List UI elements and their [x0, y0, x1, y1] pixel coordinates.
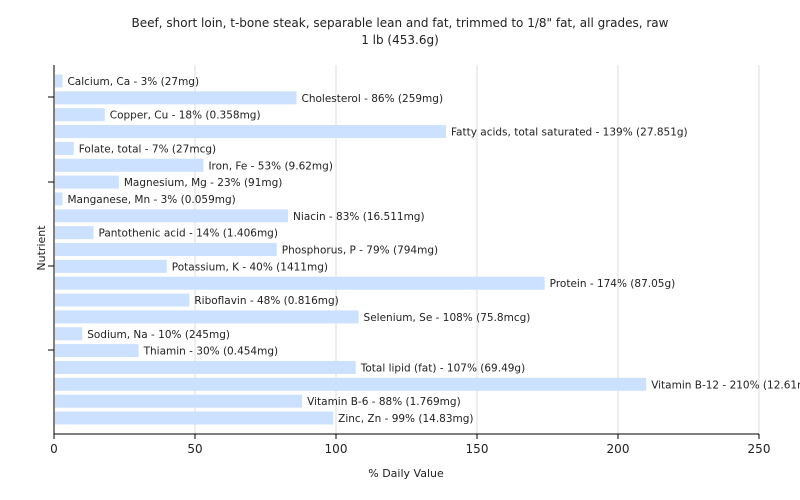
bar-label: Copper, Cu - 18% (0.358mg) — [110, 110, 261, 122]
x-tick-label: 50 — [187, 442, 202, 456]
x-axis-label: % Daily Value — [368, 467, 444, 480]
x-tick-label: 150 — [466, 442, 489, 456]
bar-label: Iron, Fe - 53% (9.62mg) — [208, 160, 332, 172]
bar — [55, 310, 359, 324]
bar — [55, 108, 105, 122]
chart-title: Beef, short loin, t-bone steak, separabl… — [132, 16, 669, 30]
bar — [55, 344, 139, 358]
bar — [55, 411, 334, 425]
bar-label: Pantothenic acid - 14% (1.406mg) — [98, 228, 277, 240]
bar-label: Fatty acids, total saturated - 139% (27.… — [451, 127, 688, 139]
chart-subtitle: 1 lb (453.6g) — [361, 33, 439, 47]
bar-label: Riboflavin - 48% (0.816mg) — [194, 295, 338, 307]
bar — [55, 360, 356, 374]
bar-label: Cholesterol - 86% (259mg) — [302, 93, 444, 105]
x-tick-label: 250 — [748, 442, 771, 456]
bar-label: Niacin - 83% (16.511mg) — [293, 211, 425, 223]
bar — [55, 226, 94, 240]
bar-label: Potassium, K - 40% (1411mg) — [172, 261, 328, 273]
bar — [55, 377, 647, 391]
x-tick-label: 200 — [607, 442, 630, 456]
bar — [55, 125, 446, 139]
bar-label: Zinc, Zn - 99% (14.83mg) — [338, 413, 473, 425]
axes-group: 0 50 100 150 200 250 — [48, 65, 770, 456]
bar — [55, 327, 83, 341]
bar — [55, 74, 63, 88]
bar — [55, 91, 297, 105]
bar — [55, 141, 74, 155]
bar — [55, 394, 303, 408]
bars-group: Calcium, Ca - 3% (27mg) Cholesterol - 86%… — [55, 74, 800, 425]
bar — [55, 293, 190, 307]
bar — [55, 209, 289, 223]
bar-label: Protein - 174% (87.05g) — [550, 278, 676, 290]
bar-label: Thiamin - 30% (0.454mg) — [143, 346, 279, 358]
y-axis-label: Nutrient — [35, 225, 48, 271]
bar-label: Phosphorus, P - 79% (794mg) — [282, 245, 438, 257]
bar-label: Vitamin B-12 - 210% (12.61mcg) — [651, 379, 800, 391]
bar-label: Sodium, Na - 10% (245mg) — [87, 329, 230, 341]
bar-label: Manganese, Mn - 3% (0.059mg) — [67, 194, 235, 206]
bar-label: Vitamin B-6 - 88% (1.769mg) — [307, 396, 461, 408]
x-tick-label: 0 — [50, 442, 58, 456]
bar — [55, 276, 545, 290]
x-tick-label: 100 — [325, 442, 348, 456]
bar-label: Total lipid (fat) - 107% (69.49g) — [360, 362, 525, 374]
bar — [55, 175, 119, 189]
bar-label: Calcium, Ca - 3% (27mg) — [67, 76, 199, 88]
bar-label: Magnesium, Mg - 23% (91mg) — [124, 177, 283, 189]
bar — [55, 158, 204, 172]
bar-label: Selenium, Se - 108% (75.8mcg) — [364, 312, 531, 324]
bar-label: Folate, total - 7% (27mcg) — [79, 143, 216, 155]
bar — [55, 243, 277, 256]
bar — [55, 259, 167, 273]
bar — [55, 192, 63, 206]
